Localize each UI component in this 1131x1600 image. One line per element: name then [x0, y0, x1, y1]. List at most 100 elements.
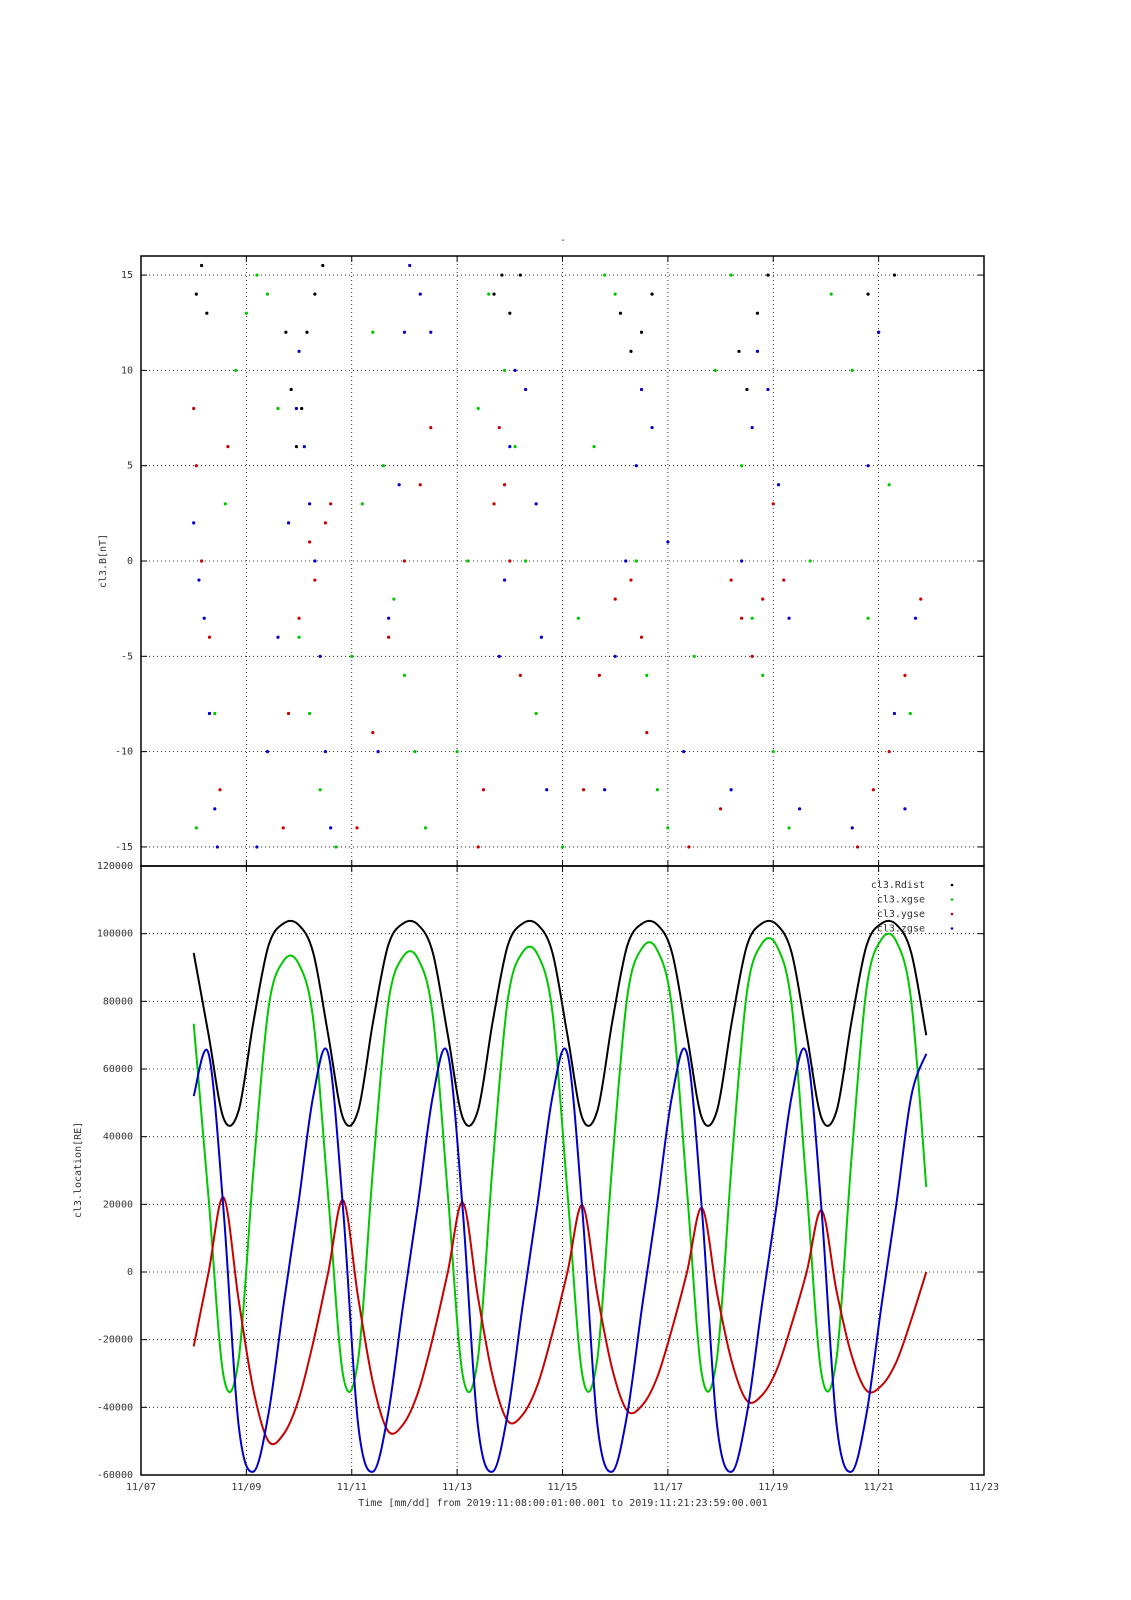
data-point: [402, 559, 407, 563]
x-tick-label: 11/17: [653, 1482, 683, 1493]
y-tick-label: -40000: [97, 1402, 133, 1413]
data-point: [771, 502, 775, 506]
data-point: [666, 826, 670, 830]
y-tick-label: -60000: [97, 1470, 133, 1481]
data-point: [740, 464, 744, 468]
y-tick-label: -15: [115, 842, 133, 853]
data-point: [866, 616, 870, 620]
data-point: [508, 311, 512, 315]
data-point: [323, 750, 328, 754]
data-point: [294, 406, 299, 411]
data-point: [613, 292, 617, 296]
data-point: [318, 654, 322, 658]
x-tick-label: 11/23: [969, 1482, 999, 1493]
data-point: [223, 502, 227, 506]
data-point: [534, 502, 538, 506]
data-line: [192, 919, 928, 1127]
data-point: [750, 654, 754, 658]
data-point: [300, 406, 304, 411]
data-point: [408, 263, 412, 268]
data-point: [666, 540, 670, 544]
data-point: [192, 521, 196, 525]
data-point: [755, 311, 760, 315]
y-tick-label: 60000: [103, 1064, 133, 1075]
data-point: [903, 807, 907, 811]
data-point: [829, 292, 833, 296]
data-point: [634, 464, 638, 468]
legend-label: cl3.zgse: [877, 924, 925, 935]
y-axis-title: cl3.B[nT]: [98, 534, 109, 588]
data-point: [850, 368, 854, 372]
data-point: [718, 807, 723, 811]
y-tick-label: 0: [127, 1267, 133, 1278]
data-point: [387, 635, 391, 639]
data-line: [192, 1047, 928, 1473]
x-axis-title: Time [mm/dd] from 2019:11:08:00:01:00.00…: [358, 1498, 767, 1509]
data-point: [740, 559, 744, 563]
data-point: [418, 292, 422, 296]
x-tick-label: 11/19: [758, 1482, 788, 1493]
data-point: [218, 788, 222, 792]
data-point: [466, 559, 470, 563]
data-point: [202, 616, 206, 620]
data-point: [524, 559, 528, 563]
data-point: [350, 654, 354, 658]
data-point: [392, 597, 396, 601]
data-point: [737, 349, 741, 353]
data-point: [729, 273, 733, 277]
data-point: [276, 406, 280, 411]
data-point: [687, 845, 691, 849]
data-point: [329, 826, 333, 830]
data-point: [908, 711, 912, 716]
y-tick-label: 10: [121, 365, 133, 376]
data-point: [797, 807, 802, 811]
x-tick-label: 11/13: [442, 1482, 472, 1493]
data-point: [919, 597, 923, 601]
data-point: [476, 845, 480, 849]
data-point: [903, 673, 907, 677]
legend-label: cl3.xgse: [877, 895, 925, 906]
data-point: [371, 330, 375, 334]
data-point: [313, 578, 317, 582]
legend-marker: [950, 898, 954, 901]
data-point: [581, 788, 586, 792]
y-tick-label: 15: [121, 270, 133, 281]
data-point: [286, 521, 291, 525]
data-point: [808, 559, 812, 563]
data-point: [194, 826, 198, 830]
data-point: [265, 292, 270, 296]
data-point: [305, 330, 309, 334]
data-point: [624, 559, 628, 563]
data-point: [755, 349, 760, 353]
data-point: [207, 635, 212, 639]
legend-marker: [950, 883, 954, 887]
data-point: [207, 711, 212, 716]
data-point: [745, 387, 749, 392]
data-point: [255, 845, 259, 849]
data-point: [481, 788, 486, 792]
data-point: [603, 788, 607, 792]
data-point: [750, 425, 754, 430]
data-point: [497, 425, 501, 430]
x-tick-label: 11/07: [126, 1482, 156, 1493]
data-point: [629, 578, 633, 582]
data-point: [618, 311, 623, 315]
data-point: [639, 387, 644, 392]
y-tick-label: -20000: [97, 1335, 133, 1346]
data-point: [508, 559, 512, 563]
data-point: [308, 711, 312, 716]
y-tick-label: 120000: [97, 861, 133, 872]
data-point: [603, 273, 607, 277]
data-line: [192, 932, 928, 1393]
data-point: [381, 464, 385, 468]
data-point: [782, 578, 786, 582]
data-point: [387, 616, 391, 620]
data-point: [892, 273, 897, 277]
data-point: [545, 788, 549, 792]
data-point: [534, 711, 538, 716]
data-point: [866, 464, 870, 468]
data-point: [682, 750, 686, 754]
data-point: [355, 826, 359, 830]
data-point: [265, 750, 270, 754]
panel: -60000 -40000 -20000 0 20000 40000 60000 80000 1…: [97, 861, 999, 1493]
